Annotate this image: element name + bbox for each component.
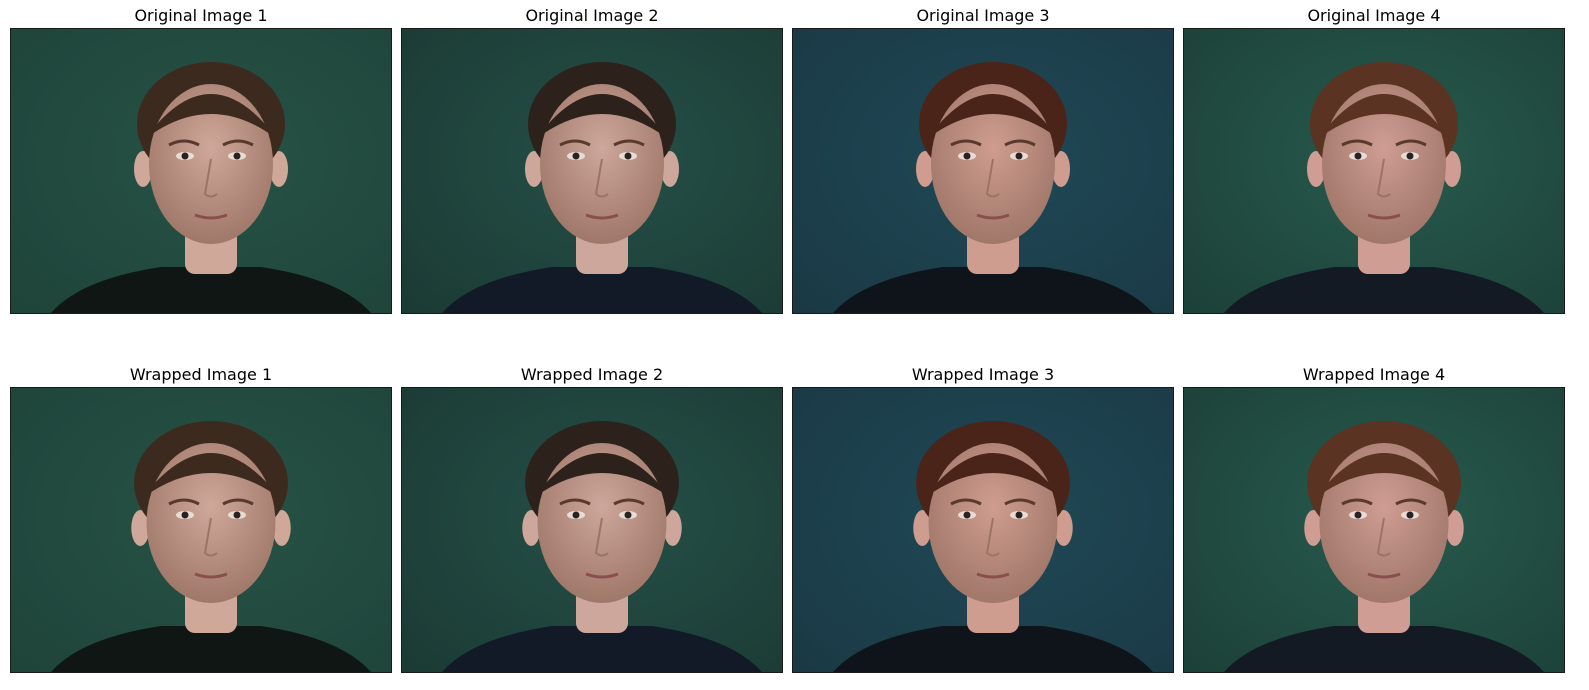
- face-photo: [401, 387, 783, 673]
- face-photo: [1183, 28, 1565, 314]
- face-photo: [1183, 387, 1565, 673]
- face-photo: [792, 387, 1174, 673]
- panel-title: Wrapped Image 4: [1302, 365, 1446, 384]
- panel-title: Wrapped Image 1: [129, 365, 273, 384]
- panel-title: Original Image 1: [134, 6, 268, 25]
- face-photo-illustration: [1184, 29, 1564, 313]
- face-photo-illustration: [11, 29, 391, 313]
- face-photo-illustration: [1184, 388, 1564, 672]
- face-photo-illustration: [793, 29, 1173, 313]
- face-photo: [10, 387, 392, 673]
- face-photo: [10, 28, 392, 314]
- panel-title: Wrapped Image 3: [911, 365, 1055, 384]
- face-photo: [792, 28, 1174, 314]
- panel-title: Original Image 3: [916, 6, 1050, 25]
- panel-title: Wrapped Image 2: [520, 365, 664, 384]
- face-photo: [401, 28, 783, 314]
- panel-title: Original Image 2: [525, 6, 659, 25]
- face-photo-illustration: [402, 29, 782, 313]
- face-photo-illustration: [11, 388, 391, 672]
- face-photo-illustration: [402, 388, 782, 672]
- panel-title: Original Image 4: [1307, 6, 1441, 25]
- face-photo-illustration: [793, 388, 1173, 672]
